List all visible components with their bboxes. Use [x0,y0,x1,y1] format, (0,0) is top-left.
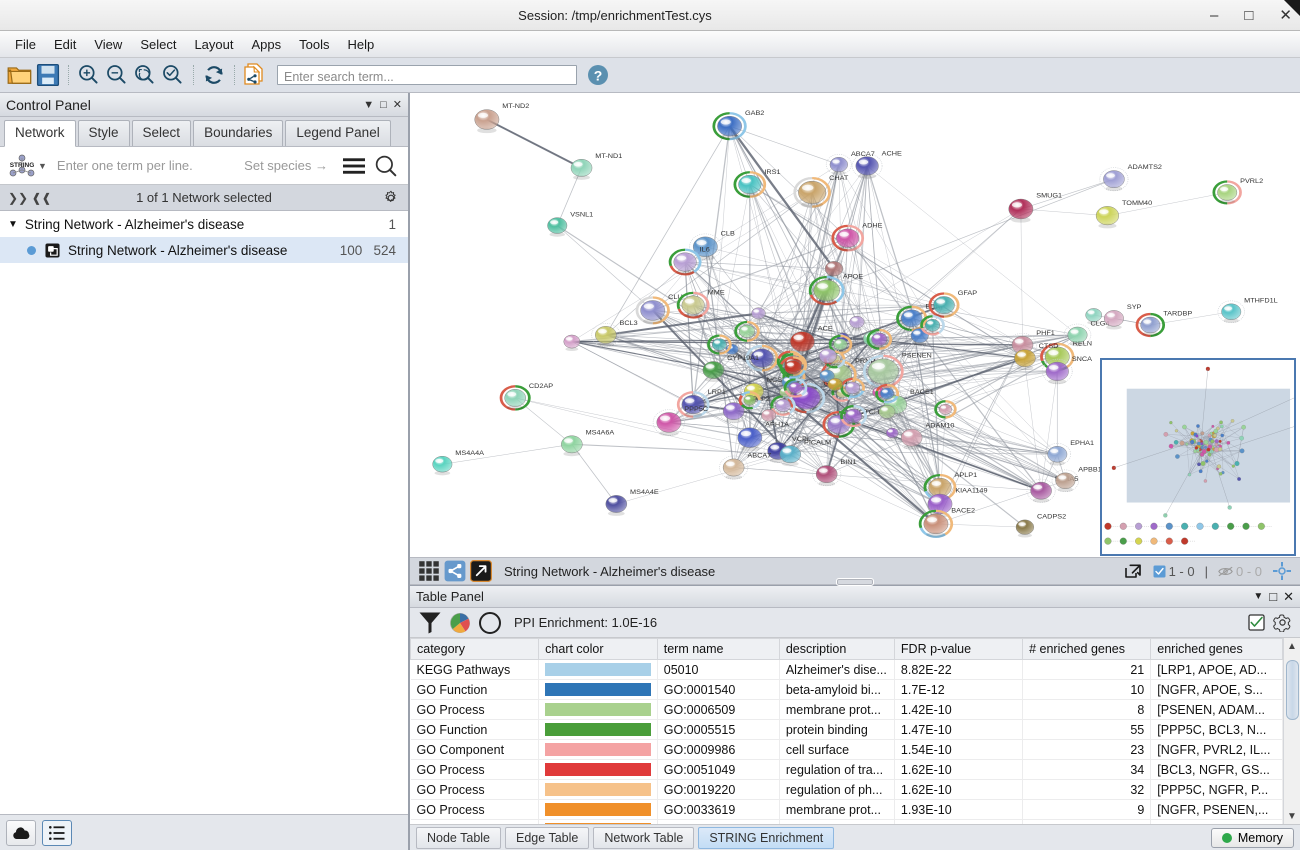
svg-text:CADPS2: CADPS2 [1037,514,1066,520]
svg-text:MME: MME [708,290,726,296]
svg-text:PVRL2: PVRL2 [1240,179,1263,185]
svg-text:GFAP: GFAP [958,291,978,297]
svg-text:BACE1: BACE1 [910,389,934,395]
svg-text:MTHFD1L: MTHFD1L [1244,298,1278,304]
svg-text:KIAA1149: KIAA1149 [955,488,988,494]
svg-text:CHAT: CHAT [829,175,848,181]
svg-text:PHF1: PHF1 [1036,330,1055,336]
svg-text:SYP: SYP [1127,305,1142,311]
svg-text:SMUG1: SMUG1 [1036,193,1062,199]
svg-text:ACHE: ACHE [882,151,903,157]
svg-text:CD2AP: CD2AP [529,383,554,389]
svg-text:PPP5C: PPP5C [684,407,708,413]
svg-text:SNCA: SNCA [1072,356,1093,362]
svg-text:BACE2: BACE2 [951,508,975,514]
svg-text:GAB2: GAB2 [745,110,765,116]
svg-text:ADAM10: ADAM10 [925,423,954,429]
svg-text:TOMM40: TOMM40 [1122,201,1152,207]
svg-text:VSNL1: VSNL1 [570,212,593,218]
svg-text:PICALM: PICALM [804,440,831,446]
svg-text:ACE: ACE [818,326,834,332]
svg-text:ABCA7: ABCA7 [851,151,875,157]
svg-text:MT-ND1: MT-ND1 [595,153,622,159]
svg-text:EPHA1: EPHA1 [1070,440,1094,446]
svg-text:APLP1: APLP1 [955,472,978,478]
svg-text:TARDBP: TARDBP [1163,311,1193,317]
svg-text:MT-ND2: MT-ND2 [502,104,529,110]
svg-text:APBB1: APBB1 [1078,467,1102,473]
svg-text:ABCA7: ABCA7 [747,453,771,459]
svg-text:ADAMTS2: ADAMTS2 [1128,165,1163,171]
svg-text:CLB: CLB [721,231,736,237]
svg-text:LRP1: LRP1 [708,389,727,395]
svg-text:PSENEN: PSENEN [902,353,932,359]
svg-text:MS4A6A: MS4A6A [586,430,615,436]
svg-text:MS4A4A: MS4A4A [455,450,484,456]
svg-text:CTSD: CTSD [1039,344,1059,350]
svg-text:BCL3: BCL3 [620,321,639,327]
svg-text:APOE: APOE [843,274,864,280]
svg-text:BIN1: BIN1 [840,460,856,466]
svg-text:IRS1: IRS1 [764,169,780,175]
svg-text:MS4A4E: MS4A4E [630,490,659,496]
svg-text:?: ? [594,67,603,83]
svg-text:ADHE: ADHE [862,223,883,229]
svg-text:IL6: IL6 [700,247,710,253]
svg-text:STRING: STRING [10,162,35,169]
